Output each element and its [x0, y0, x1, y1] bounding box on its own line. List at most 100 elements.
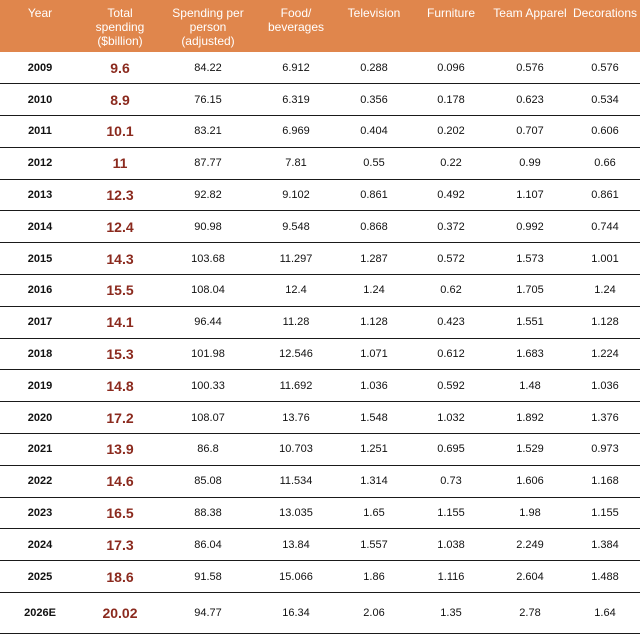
- cell-food-beverages: 9.548: [256, 210, 336, 244]
- cell-furniture: 0.73: [412, 465, 490, 498]
- table-row: 2026E 20.02 94.77 16.34 2.06 1.35 2.78 1.64: [0, 592, 640, 634]
- cell-food-beverages: 13.84: [256, 528, 336, 562]
- table-row: 2020 17.2 108.07 13.76 1.548 1.032 1.892 1.376: [0, 401, 640, 435]
- header-decorations: Decorations: [572, 6, 638, 20]
- cell-spending-per-person: 92.82: [160, 179, 256, 212]
- cell-year: 2018: [0, 338, 80, 371]
- cell-television: 0.404: [336, 115, 412, 148]
- cell-team-apparel: 2.78: [490, 592, 570, 634]
- cell-total-spending: 14.3: [80, 242, 160, 276]
- cell-spending-per-person: 101.98: [160, 338, 256, 371]
- cell-year: 2012: [0, 147, 80, 180]
- table-body: 2009 9.6 84.22 6.912 0.288 0.096 0.576 0.576 201…: [0, 52, 640, 634]
- table-row: 2025 18.6 91.58 15.066 1.86 1.116 2.604 1.488: [0, 560, 640, 594]
- cell-decorations: 1.224: [570, 338, 640, 371]
- cell-decorations: 0.973: [570, 433, 640, 466]
- header-row: Year Total spending ($billion) Spending …: [0, 0, 640, 52]
- cell-furniture: 0.492: [412, 179, 490, 212]
- table-header: Year Total spending ($billion) Spending …: [0, 0, 640, 52]
- cell-year: 2009: [0, 52, 80, 85]
- cell-furniture: 1.038: [412, 528, 490, 562]
- cell-food-beverages: 12.4: [256, 274, 336, 307]
- cell-furniture: 1.155: [412, 497, 490, 530]
- cell-decorations: 1.128: [570, 306, 640, 339]
- cell-food-beverages: 7.81: [256, 147, 336, 180]
- cell-furniture: 0.423: [412, 306, 490, 339]
- cell-team-apparel: 1.573: [490, 242, 570, 276]
- cell-spending-per-person: 85.08: [160, 465, 256, 498]
- cell-television: 1.071: [336, 338, 412, 371]
- cell-furniture: 1.35: [412, 592, 490, 634]
- cell-team-apparel: 0.992: [490, 210, 570, 244]
- table-row: 2015 14.3 103.68 11.297 1.287 0.572 1.573 1.001: [0, 242, 640, 276]
- cell-team-apparel: 1.107: [490, 179, 570, 212]
- cell-team-apparel: 2.249: [490, 528, 570, 562]
- cell-team-apparel: 1.529: [490, 433, 570, 466]
- cell-year: 2014: [0, 210, 80, 244]
- table-row: 2019 14.8 100.33 11.692 1.036 0.592 1.48 1.036: [0, 369, 640, 403]
- cell-spending-per-person: 87.77: [160, 147, 256, 180]
- cell-food-beverages: 11.534: [256, 465, 336, 498]
- table-row: 2022 14.6 85.08 11.534 1.314 0.73 1.606 1.168: [0, 465, 640, 498]
- cell-television: 0.288: [336, 52, 412, 85]
- cell-food-beverages: 11.28: [256, 306, 336, 339]
- cell-year: 2023: [0, 497, 80, 530]
- table-row: 2023 16.5 88.38 13.035 1.65 1.155 1.98 1.155: [0, 497, 640, 530]
- header-furniture: Furniture: [426, 6, 476, 20]
- cell-year: 2024: [0, 528, 80, 562]
- cell-total-spending: 17.2: [80, 401, 160, 435]
- cell-food-beverages: 11.297: [256, 242, 336, 276]
- cell-spending-per-person: 91.58: [160, 560, 256, 594]
- cell-decorations: 1.168: [570, 465, 640, 498]
- cell-decorations: 0.861: [570, 179, 640, 212]
- cell-total-spending: 14.8: [80, 369, 160, 403]
- cell-food-beverages: 13.76: [256, 401, 336, 435]
- cell-food-beverages: 6.912: [256, 52, 336, 85]
- cell-year: 2016: [0, 274, 80, 307]
- cell-spending-per-person: 94.77: [160, 592, 256, 634]
- cell-television: 1.251: [336, 433, 412, 466]
- cell-total-spending: 15.3: [80, 338, 160, 371]
- cell-spending-per-person: 88.38: [160, 497, 256, 530]
- cell-total-spending: 17.3: [80, 528, 160, 562]
- header-total-spending: Total spending ($billion): [95, 6, 145, 48]
- header-spending-per-person: Spending per person (adjusted): [172, 6, 244, 48]
- header-television: Television: [347, 6, 401, 20]
- cell-food-beverages: 6.319: [256, 83, 336, 117]
- cell-spending-per-person: 86.04: [160, 528, 256, 562]
- cell-furniture: 0.372: [412, 210, 490, 244]
- table-row: 2018 15.3 101.98 12.546 1.071 0.612 1.683 1.224: [0, 338, 640, 371]
- cell-decorations: 1.001: [570, 242, 640, 276]
- cell-year: 2021: [0, 433, 80, 466]
- cell-team-apparel: 1.606: [490, 465, 570, 498]
- cell-decorations: 1.155: [570, 497, 640, 530]
- cell-furniture: 0.62: [412, 274, 490, 307]
- cell-spending-per-person: 83.21: [160, 115, 256, 148]
- cell-decorations: 1.24: [570, 274, 640, 307]
- cell-total-spending: 12.4: [80, 210, 160, 244]
- cell-team-apparel: 1.683: [490, 338, 570, 371]
- cell-television: 0.861: [336, 179, 412, 212]
- table-row: 2024 17.3 86.04 13.84 1.557 1.038 2.249 1.384: [0, 528, 640, 562]
- cell-furniture: 1.116: [412, 560, 490, 594]
- header-year: Year: [27, 6, 53, 20]
- cell-food-beverages: 10.703: [256, 433, 336, 466]
- table-row: 2011 10.1 83.21 6.969 0.404 0.202 0.707 0.606: [0, 115, 640, 148]
- cell-decorations: 0.606: [570, 115, 640, 148]
- table-row: 2009 9.6 84.22 6.912 0.288 0.096 0.576 0.576: [0, 52, 640, 85]
- table-row: 2014 12.4 90.98 9.548 0.868 0.372 0.992 0.744: [0, 210, 640, 244]
- cell-television: 1.314: [336, 465, 412, 498]
- cell-food-beverages: 16.34: [256, 592, 336, 634]
- header-food-beverages: Food/ beverages: [267, 6, 325, 34]
- cell-total-spending: 18.6: [80, 560, 160, 594]
- cell-total-spending: 14.1: [80, 306, 160, 339]
- cell-decorations: 1.036: [570, 369, 640, 403]
- cell-spending-per-person: 76.15: [160, 83, 256, 117]
- cell-year: 2010: [0, 83, 80, 117]
- cell-furniture: 0.612: [412, 338, 490, 371]
- cell-team-apparel: 0.707: [490, 115, 570, 148]
- cell-team-apparel: 0.99: [490, 147, 570, 180]
- cell-year: 2017: [0, 306, 80, 339]
- cell-year: 2019: [0, 369, 80, 403]
